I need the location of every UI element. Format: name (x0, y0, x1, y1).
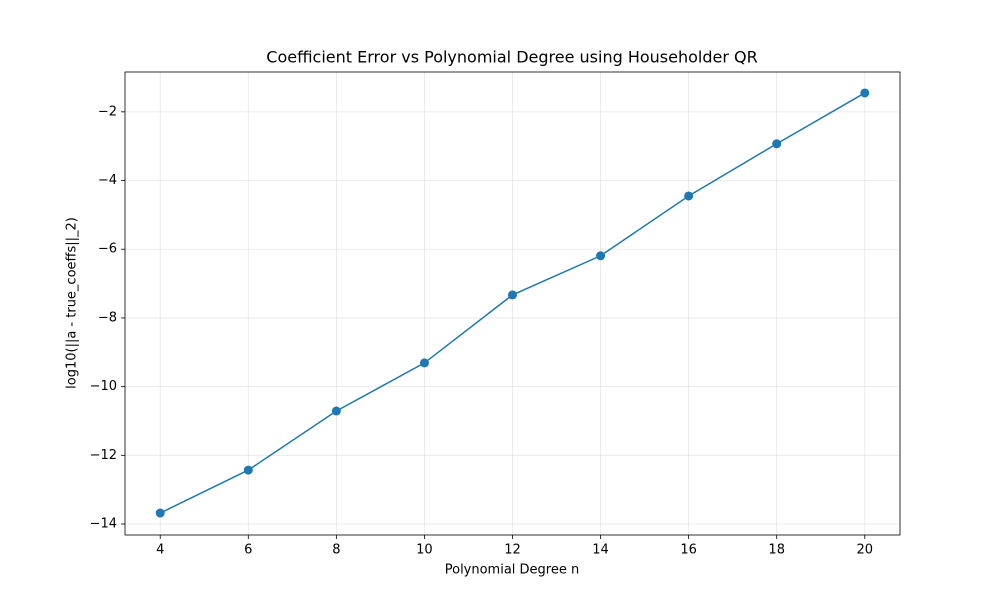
x-tick-label: 6 (244, 543, 252, 558)
x-tick-label: 12 (504, 543, 521, 558)
y-tick-label: −8 (98, 310, 117, 325)
marker (331, 406, 341, 416)
x-tick-label: 20 (856, 543, 873, 558)
x-tick-label: 16 (680, 543, 697, 558)
marker (596, 251, 606, 261)
y-tick-label: −4 (98, 173, 117, 188)
y-tick-label: −6 (98, 242, 117, 257)
x-tick-label: 10 (416, 543, 433, 558)
marker (419, 358, 429, 368)
x-tick-label: 18 (768, 543, 785, 558)
marker (243, 465, 253, 475)
chart-title: Coefficient Error vs Polynomial Degree u… (266, 48, 757, 67)
y-tick-label: −14 (90, 517, 117, 532)
marker (772, 139, 782, 149)
marker (860, 88, 870, 98)
y-tick-label: −12 (90, 448, 117, 463)
x-tick-label: 4 (156, 543, 164, 558)
x-axis-label: Polynomial Degree n (445, 563, 580, 578)
x-tick-label: 8 (332, 543, 340, 558)
y-tick-label: −2 (98, 104, 117, 119)
plot-frame (124, 71, 901, 536)
y-tick-label: −10 (90, 379, 117, 394)
marker (684, 191, 694, 201)
marker (155, 508, 165, 518)
x-tick-label: 14 (592, 543, 609, 558)
y-axis-label: log10(||a - true_coeffs||_2) (65, 217, 80, 389)
marker (508, 290, 517, 300)
